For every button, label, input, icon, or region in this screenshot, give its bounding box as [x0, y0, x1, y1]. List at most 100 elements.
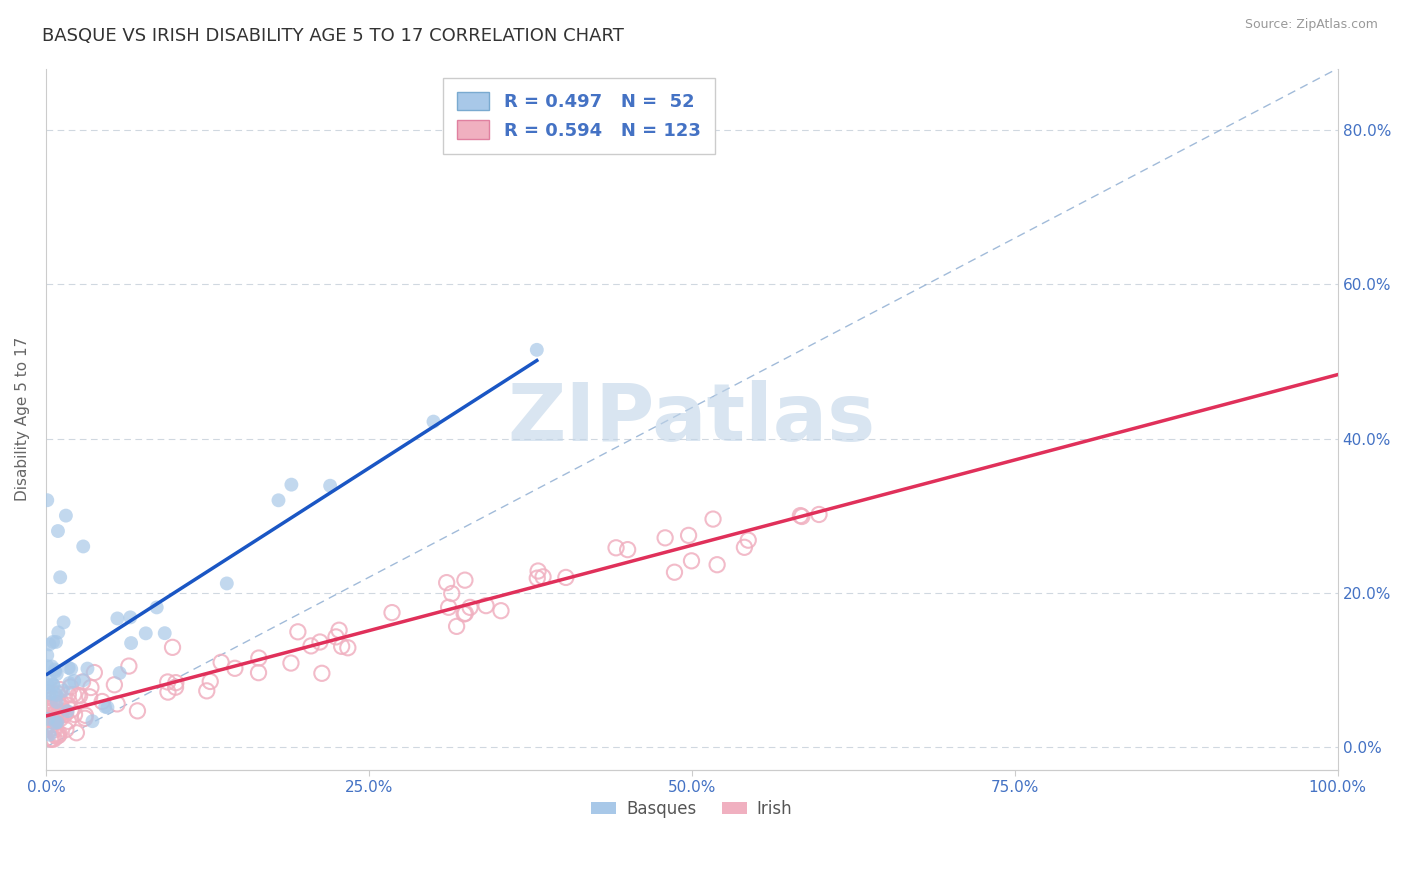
Point	[82, 714, 104, 729]
Point	[80, 681, 103, 695]
Point	[120, 636, 142, 650]
Point	[49, 682, 72, 697]
Point	[63, 673, 86, 688]
Point	[381, 606, 404, 620]
Point	[62, 688, 84, 702]
Point	[39, 687, 62, 701]
Point	[42, 732, 65, 747]
Point	[52, 684, 75, 698]
Point	[55, 723, 77, 737]
Point	[664, 566, 686, 580]
Point	[280, 656, 302, 670]
Point	[94, 699, 117, 714]
Point	[91, 694, 114, 708]
Point	[55, 706, 77, 720]
Point	[156, 685, 179, 699]
Point	[554, 570, 576, 584]
Point	[55, 508, 77, 523]
Point	[45, 688, 67, 702]
Text: Source: ZipAtlas.com: Source: ZipAtlas.com	[1244, 18, 1378, 31]
Point	[39, 718, 62, 732]
Point	[44, 720, 66, 734]
Point	[79, 690, 101, 704]
Point	[41, 712, 63, 726]
Point	[215, 576, 238, 591]
Point	[39, 701, 62, 715]
Point	[135, 626, 157, 640]
Point	[37, 711, 59, 725]
Point	[328, 624, 350, 638]
Point	[526, 571, 548, 585]
Point	[38, 637, 60, 651]
Point	[45, 730, 67, 744]
Point	[58, 694, 80, 708]
Point	[37, 712, 59, 726]
Point	[41, 714, 63, 728]
Point	[790, 509, 813, 524]
Point	[299, 639, 322, 653]
Point	[45, 715, 67, 730]
Point	[422, 415, 444, 429]
Point	[145, 600, 167, 615]
Point	[37, 717, 59, 731]
Point	[280, 477, 302, 491]
Point	[436, 575, 458, 590]
Point	[105, 611, 128, 625]
Point	[42, 687, 65, 701]
Point	[72, 540, 94, 554]
Point	[44, 665, 66, 679]
Point	[44, 714, 66, 728]
Point	[616, 542, 638, 557]
Point	[706, 558, 728, 572]
Point	[38, 723, 60, 737]
Point	[73, 711, 96, 725]
Point	[37, 701, 59, 715]
Point	[654, 531, 676, 545]
Point	[56, 704, 79, 718]
Point	[120, 610, 142, 624]
Point	[48, 729, 70, 743]
Point	[38, 728, 60, 742]
Point	[37, 704, 59, 718]
Point	[53, 707, 76, 722]
Y-axis label: Disability Age 5 to 17: Disability Age 5 to 17	[15, 337, 30, 501]
Point	[475, 599, 498, 613]
Point	[44, 723, 66, 737]
Point	[39, 674, 62, 689]
Point	[209, 656, 232, 670]
Point	[247, 651, 270, 665]
Point	[325, 630, 347, 644]
Point	[46, 692, 69, 706]
Point	[527, 564, 550, 578]
Point	[69, 689, 91, 703]
Point	[156, 675, 179, 690]
Text: ZIPatlas: ZIPatlas	[508, 380, 876, 458]
Point	[165, 675, 187, 690]
Point	[311, 666, 333, 681]
Point	[702, 512, 724, 526]
Point	[96, 700, 118, 714]
Point	[72, 673, 94, 688]
Point	[41, 732, 63, 747]
Point	[37, 677, 59, 691]
Point	[39, 686, 62, 700]
Point	[52, 615, 75, 630]
Legend: Basques, Irish: Basques, Irish	[585, 794, 799, 825]
Point	[200, 674, 222, 689]
Point	[454, 573, 477, 587]
Point	[108, 666, 131, 681]
Point	[224, 661, 246, 675]
Point	[46, 708, 69, 723]
Point	[44, 709, 66, 723]
Point	[37, 700, 59, 714]
Point	[39, 732, 62, 747]
Point	[162, 640, 184, 655]
Point	[41, 659, 63, 673]
Point	[165, 680, 187, 694]
Point	[42, 691, 65, 706]
Point	[37, 705, 59, 719]
Point	[678, 528, 700, 542]
Point	[808, 508, 831, 522]
Point	[45, 706, 67, 720]
Point	[83, 665, 105, 680]
